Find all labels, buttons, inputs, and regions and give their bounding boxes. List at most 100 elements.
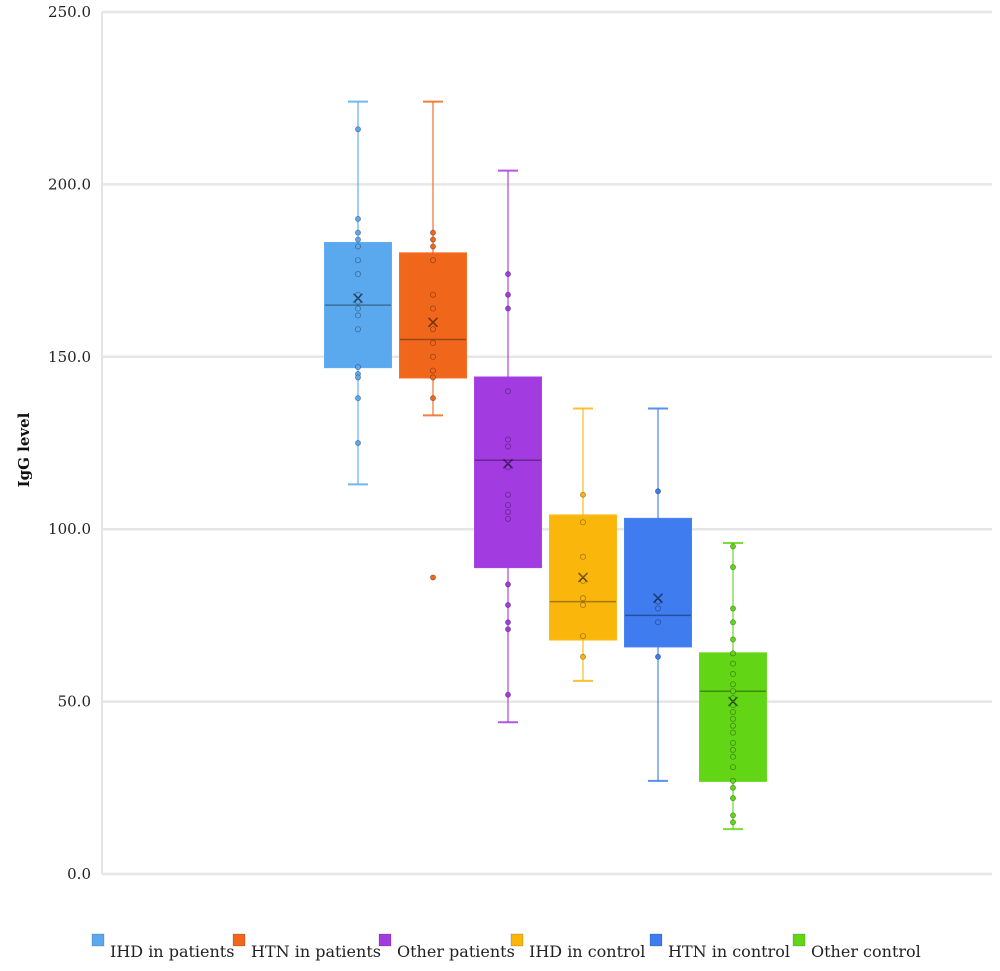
data-point bbox=[354, 395, 361, 402]
data-point bbox=[504, 502, 511, 509]
data-point bbox=[730, 708, 737, 715]
legend-item: Other patients bbox=[378, 933, 515, 961]
data-point bbox=[580, 553, 587, 560]
data-point bbox=[504, 619, 511, 626]
data-point bbox=[354, 257, 361, 264]
legend-item: IHD in control bbox=[510, 933, 645, 961]
legend-swatch bbox=[91, 933, 105, 947]
legend-label: HTN in control bbox=[668, 942, 790, 961]
legend-item: Other control bbox=[792, 933, 921, 961]
data-point bbox=[504, 626, 511, 633]
data-point bbox=[429, 326, 436, 333]
y-tick-label: 0.0 bbox=[67, 865, 91, 883]
data-point bbox=[655, 653, 662, 660]
data-point bbox=[504, 691, 511, 698]
data-point bbox=[504, 305, 511, 312]
gridlines bbox=[102, 10, 992, 876]
data-point bbox=[504, 388, 511, 395]
data-point bbox=[354, 236, 361, 243]
mean-marker bbox=[427, 317, 439, 328]
legend-swatch bbox=[792, 933, 806, 947]
data-point bbox=[580, 491, 587, 498]
data-point bbox=[730, 605, 737, 612]
y-tick-label: 150.0 bbox=[48, 348, 91, 366]
data-point bbox=[429, 374, 436, 381]
data-point bbox=[730, 729, 737, 736]
data-point bbox=[730, 819, 737, 826]
mean-marker bbox=[652, 593, 664, 604]
data-point bbox=[580, 519, 587, 526]
data-point bbox=[354, 215, 361, 222]
legend-item: HTN in patients bbox=[232, 933, 381, 961]
data-point bbox=[354, 126, 361, 133]
data-point bbox=[730, 812, 737, 819]
legend: IHD in patients HTN in patients Other pati… bbox=[91, 933, 921, 961]
data-point bbox=[730, 619, 737, 626]
data-point bbox=[730, 660, 737, 667]
data-point bbox=[504, 508, 511, 515]
legend-label: Other patients bbox=[397, 942, 515, 961]
data-point bbox=[429, 353, 436, 360]
mean-marker bbox=[577, 572, 589, 583]
legend-item: HTN in control bbox=[649, 933, 790, 961]
data-point bbox=[504, 581, 511, 588]
box-group bbox=[549, 407, 617, 682]
data-point bbox=[730, 739, 737, 746]
data-point bbox=[504, 491, 511, 498]
data-point bbox=[354, 305, 361, 312]
box-group bbox=[324, 100, 392, 486]
data-point bbox=[580, 602, 587, 609]
data-point bbox=[354, 243, 361, 250]
y-axis-title: IgG level bbox=[15, 412, 33, 487]
data-point bbox=[730, 784, 737, 791]
data-point bbox=[429, 229, 436, 236]
data-point bbox=[354, 312, 361, 319]
y-tick-label: 50.0 bbox=[58, 693, 91, 711]
data-point bbox=[429, 340, 436, 347]
data-point bbox=[730, 777, 737, 784]
data-point bbox=[580, 595, 587, 602]
data-point bbox=[730, 564, 737, 571]
data-point bbox=[429, 395, 436, 402]
data-point bbox=[580, 653, 587, 660]
y-tick-label: 200.0 bbox=[48, 175, 91, 193]
data-point bbox=[429, 305, 436, 312]
data-point bbox=[429, 367, 436, 374]
data-point bbox=[354, 326, 361, 333]
box-iqr bbox=[624, 517, 692, 648]
data-point bbox=[730, 688, 737, 695]
data-point bbox=[504, 436, 511, 443]
data-point bbox=[730, 543, 737, 550]
legend-swatch bbox=[378, 933, 392, 947]
y-tick-label: 250.0 bbox=[48, 3, 91, 21]
data-point bbox=[429, 291, 436, 298]
data-point bbox=[504, 602, 511, 609]
box-iqr bbox=[324, 242, 392, 369]
mean-marker bbox=[727, 696, 739, 707]
legend-swatch bbox=[232, 933, 246, 947]
data-point bbox=[429, 236, 436, 243]
data-point bbox=[429, 243, 436, 250]
data-point bbox=[730, 715, 737, 722]
data-point bbox=[354, 364, 361, 371]
data-point bbox=[730, 764, 737, 771]
box-series bbox=[324, 100, 767, 831]
data-point bbox=[730, 671, 737, 678]
data-point bbox=[730, 753, 737, 760]
box-iqr bbox=[474, 376, 542, 569]
box-group bbox=[474, 169, 542, 724]
data-point bbox=[429, 574, 436, 581]
data-point bbox=[354, 271, 361, 278]
data-point bbox=[730, 722, 737, 729]
data-point bbox=[655, 619, 662, 626]
box-group bbox=[699, 541, 767, 831]
legend-label: HTN in patients bbox=[251, 942, 381, 961]
data-point bbox=[429, 257, 436, 264]
legend-label: Other control bbox=[811, 942, 921, 961]
data-point bbox=[504, 271, 511, 278]
legend-label: IHD in control bbox=[529, 942, 645, 961]
data-point bbox=[730, 746, 737, 753]
data-point bbox=[655, 488, 662, 495]
data-point bbox=[504, 515, 511, 522]
